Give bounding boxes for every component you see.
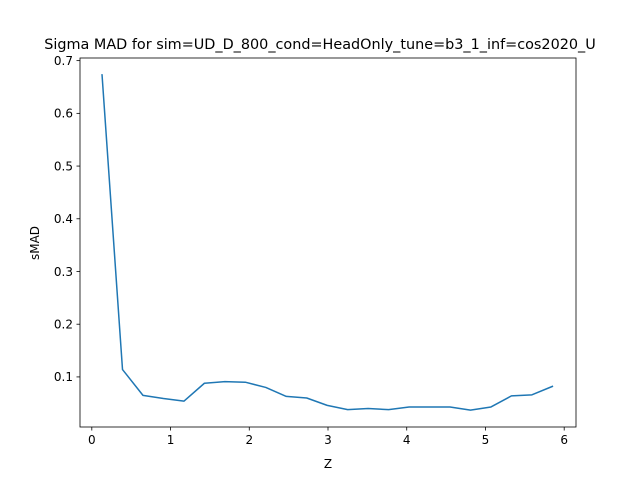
x-tick-label: 1 [167, 433, 175, 447]
x-tick-label: 6 [560, 433, 568, 447]
x-tick-label: 3 [324, 433, 332, 447]
axes-background [80, 58, 576, 427]
y-tick-label: 0.7 [54, 54, 73, 68]
y-tick-label: 0.3 [54, 265, 73, 279]
x-tick-label: 2 [245, 433, 253, 447]
ticks-layer: 0 1 2 3 4 5 6 0.1 0.2 0.3 0.4 0.5 0.6 0.7 [54, 54, 568, 447]
chart-title: Sigma MAD for sim=UD_D_800_cond=HeadOnly… [44, 37, 596, 53]
y-tick-label: 0.4 [54, 212, 73, 226]
series-layer [101, 74, 554, 411]
y-tick-label: 0.6 [54, 107, 73, 121]
y-tick-label: 0.1 [54, 370, 73, 384]
y-axis-label: sMAD [28, 226, 42, 260]
x-tick-label: 4 [403, 433, 411, 447]
series-line-0 [101, 74, 554, 411]
y-tick-label: 0.2 [54, 318, 73, 332]
axes-frame [79, 57, 577, 428]
x-tick-label: 5 [482, 433, 490, 447]
x-axis-label: Z [324, 457, 332, 471]
x-tick-label: 0 [88, 433, 96, 447]
plot-area [80, 58, 576, 427]
y-tick-label: 0.5 [54, 159, 73, 173]
axes-spines [79, 57, 577, 428]
